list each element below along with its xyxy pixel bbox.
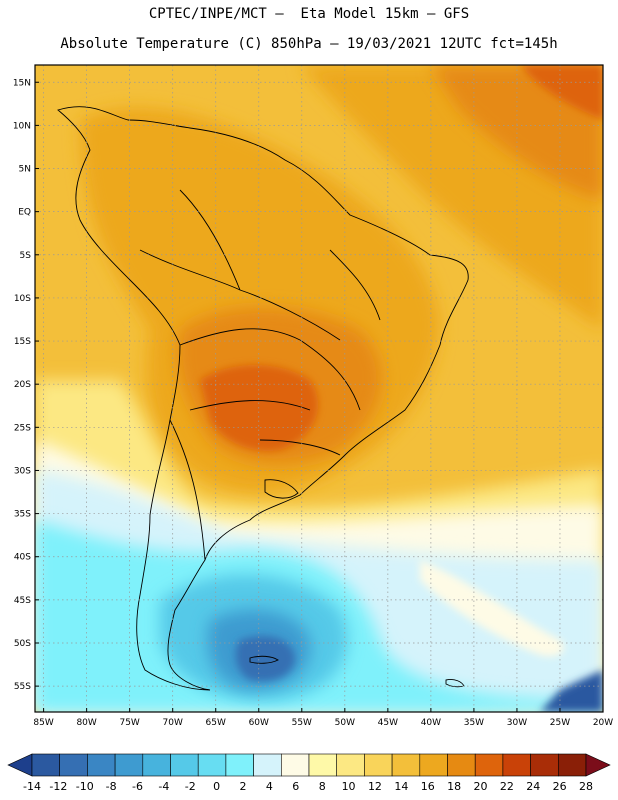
- colorbar-label: -2: [185, 780, 196, 793]
- lat-label: EQ: [18, 208, 31, 218]
- colorbar-label: 12: [368, 780, 382, 793]
- longitude-labels: 85W 80W 75W 70W 65W 60W 55W 50W 45W 40W 35W 30W 25W 2…: [33, 708, 613, 728]
- colorbar-swatch: [391, 753, 421, 777]
- colorbar-swatch: [419, 753, 448, 777]
- colorbar-label: 16: [421, 780, 435, 793]
- lat-label: 25S: [14, 423, 31, 433]
- colorbar-label: -12: [49, 780, 67, 793]
- lon-label: 55W: [292, 718, 312, 728]
- lat-label: 40S: [14, 553, 31, 563]
- colorbar-swatch: [336, 753, 365, 777]
- colorbar-swatch: [225, 753, 254, 777]
- colorbar-label: 2: [240, 780, 247, 793]
- colorbar-swatch: [197, 753, 227, 777]
- colorbar-swatch: [170, 753, 199, 777]
- coastlines: [57, 106, 469, 691]
- lat-label: 5S: [20, 251, 32, 261]
- colorbar-label: 10: [342, 780, 356, 793]
- header-title-line1: CPTEC/INPE/MCT – Eta Model 15km – GFS: [148, 6, 470, 22]
- colorbar-label: 24: [526, 780, 540, 793]
- colorbar-label: 8: [319, 780, 326, 793]
- colorbar-swatch: [114, 753, 144, 777]
- lat-label: 50S: [14, 639, 31, 649]
- colorbar-label: -6: [132, 780, 143, 793]
- colorbar-label: 26: [553, 780, 567, 793]
- colorbar-swatch: [142, 753, 171, 777]
- temperature-field: [35, 65, 603, 712]
- lon-label: 80W: [76, 718, 96, 728]
- colorbar-swatch: [87, 753, 116, 777]
- colorbar-swatch: [280, 753, 310, 777]
- colorbar-swatch: [364, 753, 393, 777]
- colorbar-swatch: [31, 753, 61, 777]
- lat-label: 5N: [19, 165, 31, 175]
- lon-label: 65W: [206, 718, 226, 728]
- colorbar-label: 22: [500, 780, 514, 793]
- colorbar-swatch: [59, 753, 88, 777]
- lon-label: 60W: [249, 718, 269, 728]
- lat-label: 55S: [14, 682, 31, 692]
- colorbar-swatch: [447, 753, 476, 777]
- colorbar-label: 4: [266, 780, 273, 793]
- colorbar-label: -8: [106, 780, 117, 793]
- colorbar-label: 6: [292, 780, 299, 793]
- map-gridlines: [35, 65, 604, 712]
- lon-label: 30W: [507, 718, 527, 728]
- colorbar-swatch: [253, 753, 282, 777]
- lat-label: 20S: [14, 380, 31, 390]
- colorbar-swatch: [502, 753, 531, 777]
- colorbar-label: 28: [579, 780, 593, 793]
- lat-label: 15N: [13, 78, 31, 88]
- lon-label: 35W: [464, 718, 484, 728]
- lat-label: 15S: [14, 337, 31, 347]
- colorbar-swatch: [530, 753, 559, 777]
- header-title-line2: Absolute Temperature (C) 850hPa – 19/03/…: [60, 36, 558, 52]
- colorbar-label: 0: [213, 780, 220, 793]
- lon-label: 75W: [119, 718, 139, 728]
- lon-label: 20W: [593, 718, 613, 728]
- colorbar-label: 20: [473, 780, 487, 793]
- lon-label: 85W: [33, 718, 53, 728]
- map-frame: [34, 64, 604, 713]
- lat-label: 45S: [14, 596, 31, 606]
- colorbar-label: -14: [23, 780, 41, 793]
- lat-label: 30S: [14, 466, 31, 476]
- lon-label: 25W: [550, 718, 570, 728]
- colorbar-label: -10: [76, 780, 94, 793]
- lon-label: 70W: [163, 718, 183, 728]
- colorbar-end-low: [7, 753, 33, 777]
- lat-label: 10S: [14, 294, 31, 304]
- latitude-labels: 15N 10N 5N EQ 5S 10S 15S 20S 25S 30S 35S 40S 45S 50S 5…: [13, 78, 39, 692]
- lon-label: 50W: [335, 718, 355, 728]
- lon-label: 40W: [421, 718, 441, 728]
- colorbar-swatch: [557, 753, 587, 777]
- lon-label: 45W: [378, 718, 398, 728]
- colorbar-swatch: [474, 753, 504, 777]
- colorbar-swatch: [308, 753, 338, 777]
- colorbar-end-high: [585, 753, 611, 777]
- colorbar-label: 18: [447, 780, 461, 793]
- colorbar-label: -4: [158, 780, 169, 793]
- colorbar: -14 -12 -10 -8 -6 -4 -2 0 2 4 6 8 10 12 14 16 18 20 22 24 26…: [7, 753, 611, 793]
- colorbar-label: 14: [394, 780, 408, 793]
- lat-label: 35S: [14, 510, 31, 520]
- lat-label: 10N: [13, 121, 31, 131]
